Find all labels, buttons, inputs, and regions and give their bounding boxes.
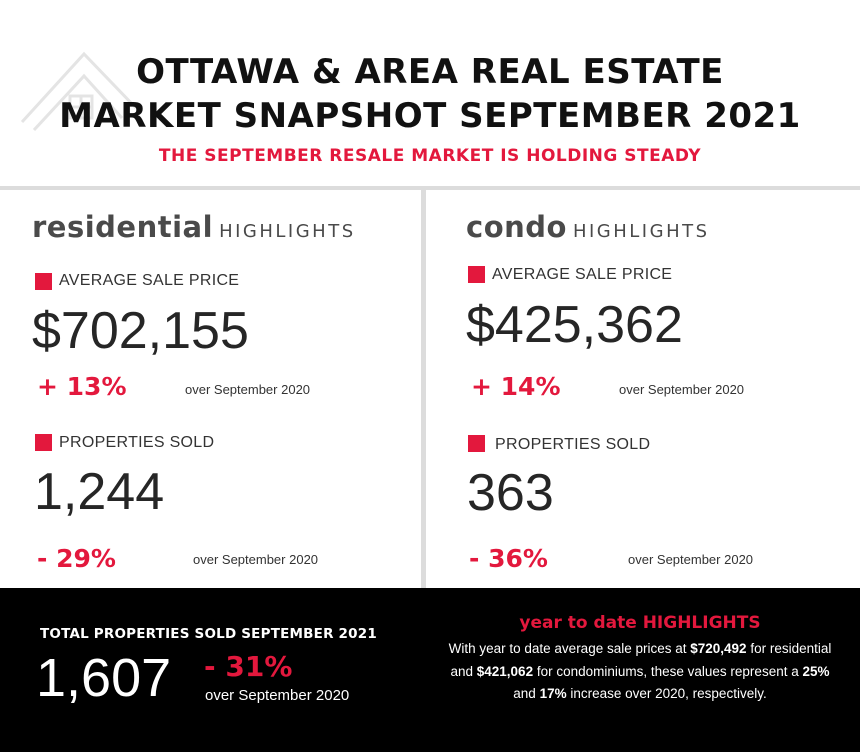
- total-sold-change: - 31%: [204, 650, 293, 683]
- residential-sold-over: over September 2020: [193, 552, 319, 567]
- condo-heading-big: condo: [466, 210, 567, 244]
- ytd-text-3: for condominiums, these values represent…: [533, 663, 803, 679]
- bullet-square-icon: [35, 273, 52, 290]
- residential-avg-change: + 13%: [37, 372, 127, 401]
- total-sold-over: over September 2020: [205, 687, 350, 704]
- ytd-res-price: $720,492: [690, 641, 747, 656]
- condo-sold-over: over September 2020: [628, 552, 754, 567]
- bullet-square-icon: [468, 266, 485, 283]
- residential-heading-big: residential: [32, 210, 214, 244]
- bullet-square-icon: [35, 434, 52, 451]
- condo-sold-value: 363: [467, 464, 554, 522]
- residential-sold-value: 1,244: [34, 463, 165, 521]
- residential-sold-change: - 29%: [37, 544, 116, 573]
- ytd-text-1: With year to date average sale prices at: [448, 641, 691, 656]
- condo-avg-change: + 14%: [471, 372, 561, 401]
- residential-heading-small: HIGHLIGHTS: [219, 221, 356, 242]
- total-sold-value: 1,607: [36, 648, 172, 708]
- residential-avg-value: $702,155: [32, 302, 249, 360]
- condo-sold-change: - 36%: [469, 544, 548, 573]
- ytd-text-2: for residential and: [450, 641, 832, 679]
- ytd-text-4: and: [513, 686, 540, 701]
- vertical-divider: [421, 190, 426, 588]
- condo-panel: condo HIGHLIGHTS AVERAGE SALE PRICE $425,…: [466, 190, 860, 588]
- residential-sold-label: PROPERTIES SOLD: [59, 434, 215, 451]
- ytd-text-5: increase over 2020, respectively.: [566, 686, 767, 701]
- residential-panel: residential HIGHLIGHTS AVERAGE SALE PRICE…: [32, 190, 432, 588]
- condo-sold-label: PROPERTIES SOLD: [495, 436, 651, 453]
- total-sold-label: TOTAL PROPERTIES SOLD SEPTEMBER 2021: [40, 626, 377, 642]
- bullet-square-icon: [468, 435, 485, 452]
- ytd-condo-price: $421,062: [476, 663, 534, 679]
- footer-panel: TOTAL PROPERTIES SOLD SEPTEMBER 2021 1,6…: [0, 588, 860, 752]
- condo-heading-small: HIGHLIGHTS: [572, 221, 710, 242]
- condo-avg-value: $425,362: [466, 296, 683, 354]
- condo-avg-over: over September 2020: [619, 382, 745, 397]
- ytd-title: year to date HIGHLIGHTS: [519, 613, 761, 633]
- ytd-paragraph: With year to date average sale prices at…: [445, 638, 835, 706]
- condo-avg-label: AVERAGE SALE PRICE: [492, 266, 673, 283]
- page-subtitle: THE SEPTEMBER RESALE MARKET IS HOLDING S…: [158, 146, 702, 166]
- page-title-line2: MARKET SNAPSHOT SEPTEMBER 2021: [59, 96, 801, 136]
- horizontal-divider: [0, 186, 860, 190]
- house-outline-icon: [20, 51, 138, 132]
- residential-heading: residential HIGHLIGHTS: [32, 210, 356, 244]
- residential-avg-label: AVERAGE SALE PRICE: [59, 272, 240, 289]
- page-title-line1: OTTAWA & AREA REAL ESTATE: [136, 52, 724, 92]
- ytd-res-pct: 25%: [802, 663, 830, 679]
- condo-heading: condo HIGHLIGHTS: [466, 210, 710, 244]
- residential-avg-over: over September 2020: [185, 382, 311, 397]
- ytd-condo-pct: 17%: [539, 686, 567, 701]
